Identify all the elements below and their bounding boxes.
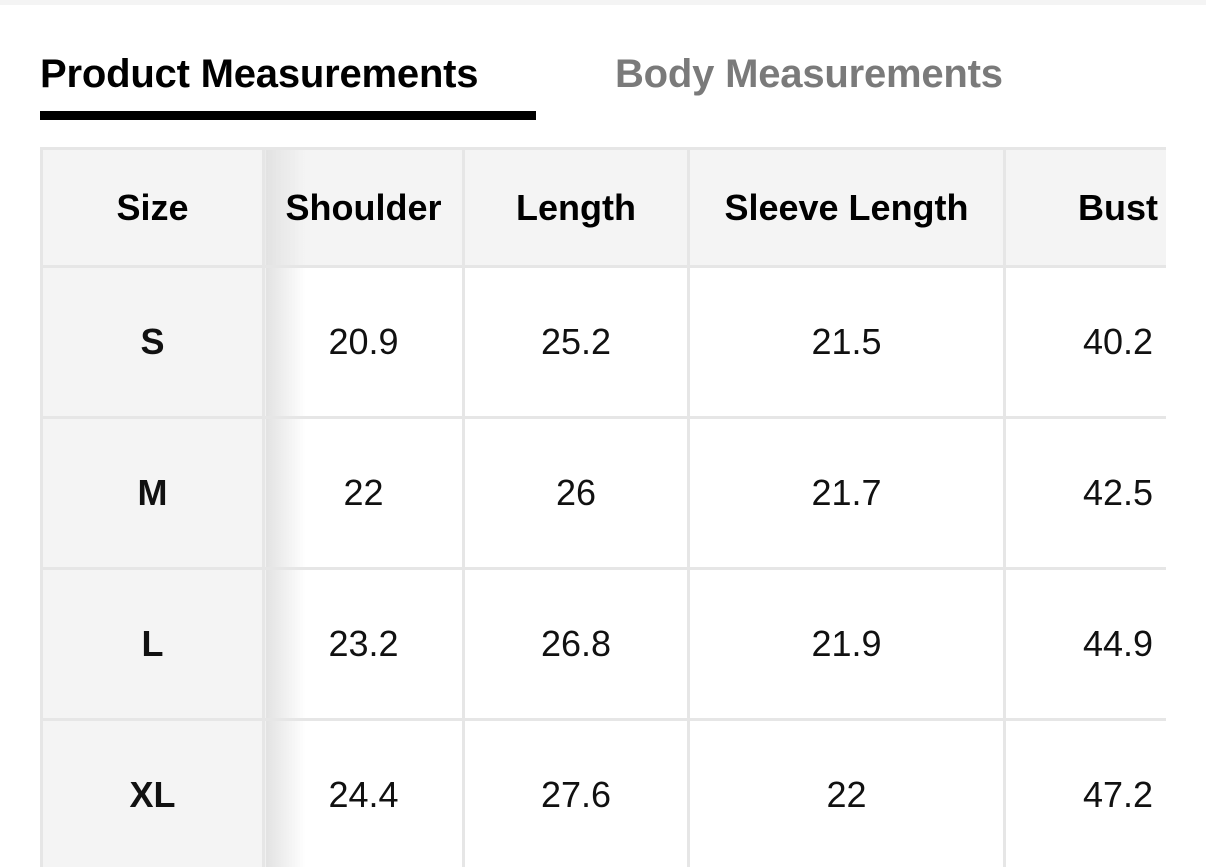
cell-size: L: [42, 569, 264, 720]
header-length: Length: [464, 149, 689, 267]
cell-bust: 47.2: [1005, 720, 1167, 867]
table-header-row: Size Shoulder Length Sleeve Length Bust: [42, 149, 1167, 267]
cell-length: 27.6: [464, 720, 689, 867]
header-shoulder: Shoulder: [264, 149, 464, 267]
tab-product-measurements[interactable]: Product Measurements: [40, 52, 478, 97]
header-size: Size: [42, 149, 264, 267]
cell-shoulder: 24.4: [264, 720, 464, 867]
cell-shoulder: 22: [264, 418, 464, 569]
cell-sleeve-length: 21.5: [689, 267, 1005, 418]
cell-sleeve-length: 22: [689, 720, 1005, 867]
size-table-scroll[interactable]: Size Shoulder Length Sleeve Length Bust …: [40, 147, 1166, 867]
header-bust: Bust: [1005, 149, 1167, 267]
top-bar: [0, 0, 1206, 5]
cell-size: S: [42, 267, 264, 418]
cell-length: 25.2: [464, 267, 689, 418]
cell-bust: 40.2: [1005, 267, 1167, 418]
cell-sleeve-length: 21.9: [689, 569, 1005, 720]
cell-bust: 42.5: [1005, 418, 1167, 569]
cell-length: 26.8: [464, 569, 689, 720]
active-tab-indicator: [40, 111, 536, 120]
cell-shoulder: 23.2: [264, 569, 464, 720]
cell-length: 26: [464, 418, 689, 569]
tab-body-measurements[interactable]: Body Measurements: [615, 52, 1003, 97]
cell-size: M: [42, 418, 264, 569]
cell-shoulder: 20.9: [264, 267, 464, 418]
cell-sleeve-length: 21.7: [689, 418, 1005, 569]
cell-bust: 44.9: [1005, 569, 1167, 720]
size-table: Size Shoulder Length Sleeve Length Bust …: [40, 147, 1166, 867]
cell-size: XL: [42, 720, 264, 867]
header-sleeve-length: Sleeve Length: [689, 149, 1005, 267]
